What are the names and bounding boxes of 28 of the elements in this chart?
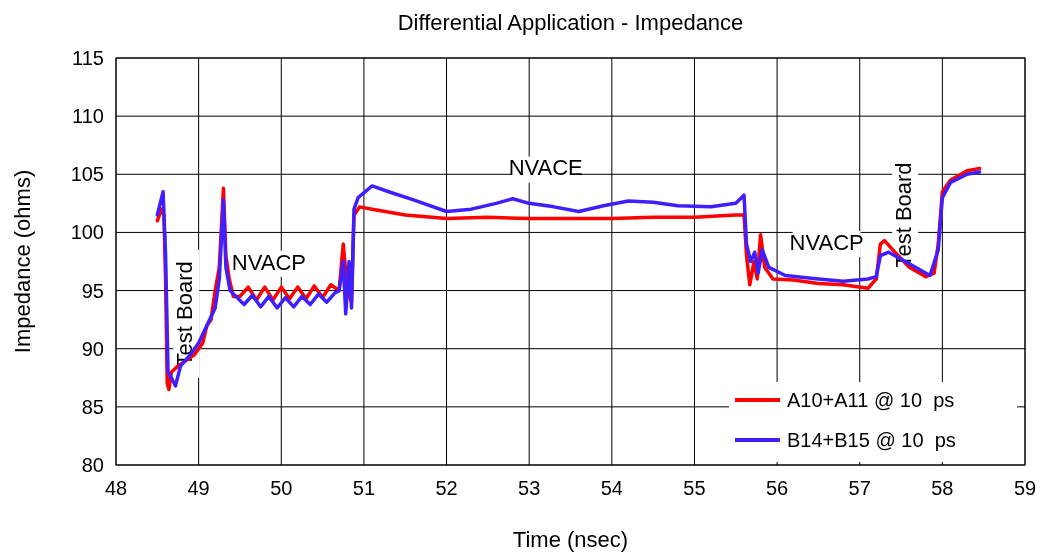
y-tick-label: 115: [72, 47, 104, 69]
x-tick-label: 58: [931, 477, 954, 499]
x-tick-label: 51: [352, 477, 376, 499]
x-tick-label: 50: [270, 477, 293, 499]
y-tick-label: 110: [72, 105, 104, 128]
x-tick-label: 55: [683, 477, 706, 499]
legend-label: B14+B15 @ 10 ps: [787, 429, 956, 451]
x-tick-label: 59: [1013, 477, 1037, 499]
x-tick-label: 52: [435, 477, 458, 499]
legend-label: A10+A11 @ 10 ps: [787, 389, 955, 411]
y-tick-label: 85: [81, 395, 104, 418]
y-tick-label: 80: [81, 454, 104, 476]
y-tick-label: 95: [81, 279, 104, 302]
chart-title: Differential Application - Impedance: [397, 10, 744, 35]
y-tick-label: 105: [70, 163, 104, 186]
x-tick-label: 53: [518, 477, 541, 499]
x-tick-label: 48: [104, 477, 128, 499]
annotation: NVACE: [508, 155, 583, 181]
annotation: NVACP: [789, 229, 864, 255]
y-tick-label: 100: [70, 221, 104, 244]
y-axis-title: Impedance (ohms): [10, 169, 35, 354]
x-tick-label: 49: [187, 477, 210, 499]
x-axis-title: Time (nsec): [512, 527, 629, 552]
x-tick-label: 56: [765, 477, 789, 499]
y-tick-label: 90: [81, 337, 104, 360]
x-tick-label: 54: [600, 477, 623, 499]
x-tick-label: 57: [848, 477, 871, 499]
annotation: NVACP: [231, 249, 306, 275]
